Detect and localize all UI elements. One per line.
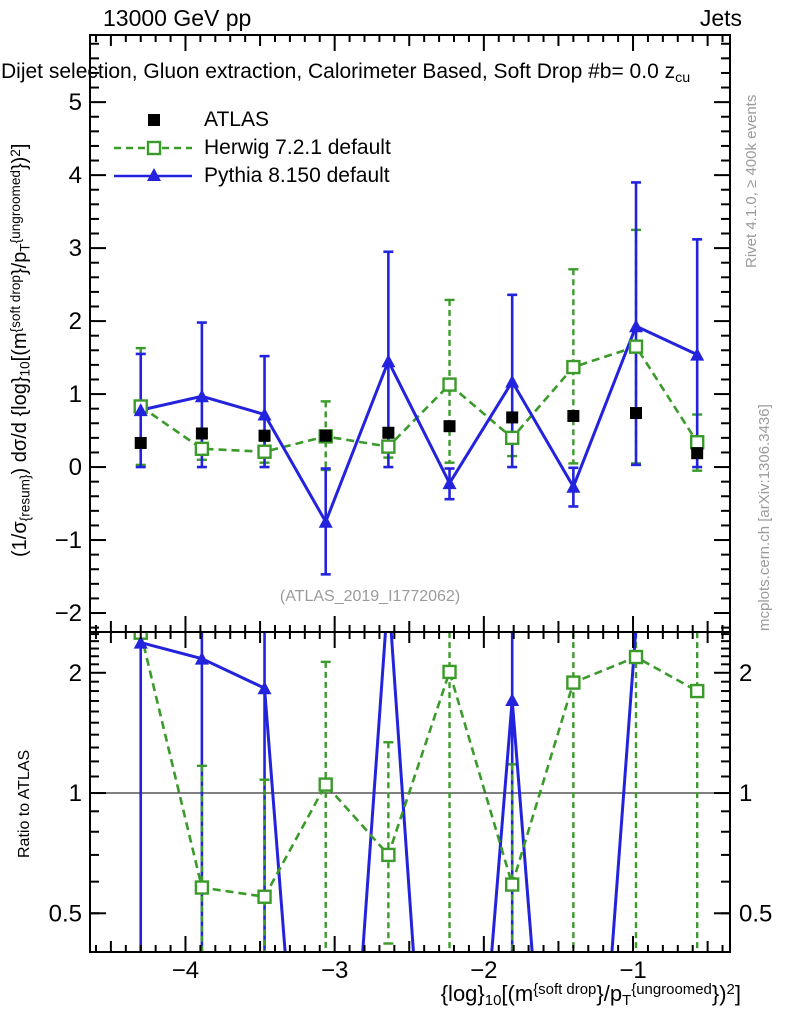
legend: ATLAS Herwig 7.2.1 default Pythia 8.150 … [112,106,391,190]
filled-triangle-solid-line-icon [112,164,194,188]
svg-text:1: 1 [69,780,82,807]
svg-text:−2: −2 [55,600,82,627]
legend-label: Pythia 8.150 default [204,164,390,187]
legend-label: ATLAS [204,108,269,131]
mcplots-reference-note: mcplots.cern.ch [arXiv:1306.3436] [756,404,773,631]
beam-energy-label: 13000 GeV pp [103,5,252,31]
svg-text:0.5: 0.5 [739,900,772,927]
svg-text:0: 0 [69,454,82,481]
x-axis-title: {log}10[(m{soft drop}/pT{ungroomed})2] [440,981,741,1010]
legend-label: Herwig 7.2.1 default [204,136,391,159]
filled-square-icon [112,108,194,132]
legend-item-herwig: Herwig 7.2.1 default [112,134,391,162]
svg-text:1: 1 [739,780,752,807]
svg-text:−1: −1 [55,527,82,554]
ratio-axis-title: Ratio to ATLAS [16,749,33,858]
svg-text:2: 2 [69,308,82,335]
svg-text:1: 1 [69,381,82,408]
svg-text:−3: −3 [321,957,348,984]
svg-text:−2: −2 [470,957,497,984]
svg-text:3: 3 [69,235,82,262]
svg-text:4: 4 [69,162,82,189]
rivet-version-note: Rivet 4.1.0, ≥ 400k events [743,94,760,268]
svg-text:2: 2 [739,660,752,687]
plot-title: Dijet selection, Gluon extraction, Calor… [1,60,691,86]
open-square-dashed-line-icon [112,136,194,160]
svg-text:−4: −4 [172,957,199,984]
svg-text:2: 2 [69,660,82,687]
legend-item-pythia: Pythia 8.150 default [112,162,391,190]
analysis-group-label: Jets [699,5,742,31]
svg-text:−1: −1 [619,957,646,984]
svg-text:0.5: 0.5 [49,900,82,927]
y-axis-title: (1/σ{resum}) dσ/d {log}10[(m{soft drop}/… [8,143,33,557]
svg-text:5: 5 [69,89,82,116]
legend-item-atlas: ATLAS [112,106,391,134]
analysis-id-watermark: (ATLAS_2019_I1772062) [279,588,461,605]
